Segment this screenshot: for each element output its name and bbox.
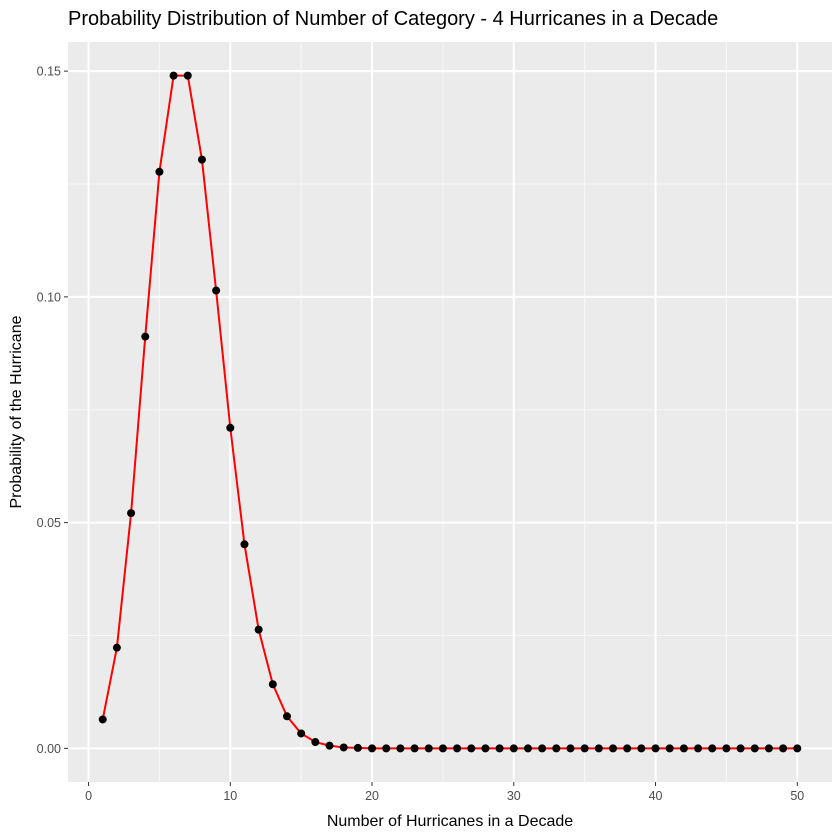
data-point [509,744,518,753]
data-point [169,71,178,80]
plot-panel [68,42,832,782]
x-tick-label: 10 [223,789,237,803]
data-point [183,71,192,80]
data-point [679,744,688,753]
y-axis: 0.00 0.05 0.10 0.15 [37,65,68,756]
data-point [665,744,674,753]
data-point [453,744,462,753]
data-point [382,744,391,753]
data-point [410,744,419,753]
x-tick-label: 50 [790,789,804,803]
data-point [793,744,802,753]
y-tick-label: 0.05 [37,516,61,530]
data-point [637,744,646,753]
data-point [368,744,377,753]
data-point [552,744,561,753]
data-point [127,509,136,518]
x-tick-label: 30 [507,789,521,803]
x-tick-label: 40 [649,789,663,803]
y-tick-label: 0.10 [37,290,61,304]
data-point [708,744,717,753]
data-point [495,744,504,753]
data-point [523,744,532,753]
x-tick-label: 20 [365,789,379,803]
data-point [694,744,703,753]
x-tick-label: 0 [85,789,92,803]
data-point [538,744,547,753]
data-point [722,744,731,753]
x-axis-label: Number of Hurricanes in a Decade [327,813,573,830]
data-point [566,744,575,753]
data-point [764,744,773,753]
data-point [325,741,334,750]
x-axis: 0 10 20 30 40 50 [85,782,804,803]
y-tick-label: 0.15 [37,65,61,79]
data-point [481,744,490,753]
data-point [254,625,263,634]
data-point [609,744,618,753]
data-point [282,712,291,721]
data-point [226,423,235,432]
data-point [112,643,121,652]
data-point [197,155,206,164]
data-point [623,744,632,753]
data-point [779,744,788,753]
chart-title: Probability Distribution of Number of Ca… [68,8,718,30]
data-point [353,743,362,752]
data-point [651,744,660,753]
data-point [311,738,320,747]
data-point [339,743,348,752]
data-point [98,715,107,724]
data-point [212,286,221,295]
data-point [240,540,249,549]
data-point [580,744,589,753]
y-axis-label: Probability of the Hurricane [8,315,25,508]
data-point [438,744,447,753]
data-point [736,744,745,753]
data-point [297,729,306,738]
data-point [594,744,603,753]
data-point [396,744,405,753]
data-point [268,680,277,689]
data-point [141,332,150,341]
data-point [424,744,433,753]
data-point [750,744,759,753]
data-point [467,744,476,753]
data-points [98,71,802,753]
data-point [155,167,164,176]
y-tick-label: 0.00 [37,742,61,756]
